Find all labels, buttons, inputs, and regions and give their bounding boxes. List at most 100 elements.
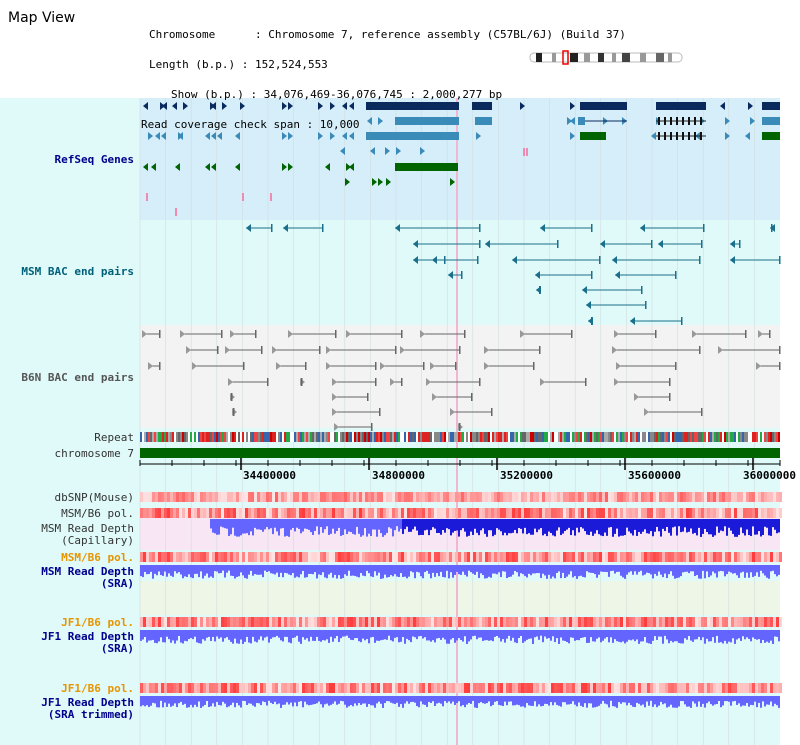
heat-cell <box>575 508 578 518</box>
track-label-jf1-b6-pol-2[interactable]: JF1/B6 pol. <box>61 682 134 695</box>
read-depth-bar <box>658 630 660 637</box>
heat-cell <box>488 508 491 518</box>
heat-cell <box>716 552 719 562</box>
heat-cell <box>485 508 488 518</box>
heat-cell <box>287 552 290 562</box>
read-depth-bar <box>384 519 386 536</box>
bac-end-arrow <box>390 378 395 386</box>
read-depth-bar <box>294 565 296 578</box>
read-depth-bar <box>658 519 660 532</box>
heat-cell <box>230 492 233 502</box>
heat-cell <box>311 683 314 693</box>
bac-end-mark <box>401 330 403 338</box>
heat-cell <box>743 552 746 562</box>
heat-cell <box>536 617 539 627</box>
heat-cell <box>188 552 191 562</box>
bac-end-arrow <box>272 346 277 354</box>
read-depth-bar <box>212 630 214 637</box>
heat-cell <box>167 508 170 518</box>
track-label-msm-depth-capillary[interactable]: MSM Read Depth (Capillary) <box>41 523 134 547</box>
read-depth-bar <box>542 565 544 574</box>
heat-cell <box>647 552 650 562</box>
gene-strand-arrow <box>345 178 350 186</box>
repeat-element <box>276 432 278 442</box>
read-depth-bar <box>526 630 528 640</box>
heat-cell <box>206 683 209 693</box>
heat-cell <box>596 492 599 502</box>
repeat-element <box>402 432 404 442</box>
track-label-msm-depth-sra[interactable]: MSM Read Depth (SRA) <box>41 566 134 590</box>
read-depth-bar <box>328 565 330 575</box>
read-depth-bar <box>450 519 452 536</box>
repeat-element <box>284 432 286 442</box>
heat-cell <box>269 508 272 518</box>
read-depth-bar <box>588 630 590 643</box>
read-depth-bar <box>160 565 162 576</box>
bac-end-arrow <box>276 362 281 370</box>
track-label-msm-b6-pol-2[interactable]: MSM/B6 pol. <box>61 551 134 564</box>
read-depth-bar <box>224 565 226 578</box>
heat-cell <box>686 617 689 627</box>
heat-cell <box>542 552 545 562</box>
track-label-chromosome[interactable]: chromosome 7 <box>54 447 134 460</box>
read-depth-bar <box>676 519 678 536</box>
heat-cell <box>533 617 536 627</box>
read-depth-bar <box>388 630 390 636</box>
track-label-repeat[interactable]: Repeat <box>94 431 134 444</box>
track-label-msm-b6-pol[interactable]: MSM/B6 pol. <box>61 507 134 520</box>
track-label-msm-bac[interactable]: MSM BAC end pairs <box>21 265 134 278</box>
track-label-b6n-bac[interactable]: B6N BAC end pairs <box>21 371 134 384</box>
read-depth-bar <box>292 519 294 528</box>
heat-cell <box>260 617 263 627</box>
read-depth-bar <box>722 565 724 572</box>
repeat-element <box>294 432 296 442</box>
read-depth-bar <box>598 696 600 706</box>
heat-cell <box>455 683 458 693</box>
heat-cell <box>569 492 572 502</box>
heat-cell <box>743 617 746 627</box>
heat-cell <box>602 552 605 562</box>
heat-cell <box>719 552 722 562</box>
heat-cell <box>338 683 341 693</box>
read-depth-bar <box>250 696 252 704</box>
heat-cell <box>578 617 581 627</box>
track-label-refseq[interactable]: RefSeq Genes <box>54 153 134 166</box>
track-label-jf1-b6-pol[interactable]: JF1/B6 pol. <box>61 616 134 629</box>
read-depth-bar <box>654 565 656 574</box>
repeat-element <box>208 432 210 442</box>
repeat-element <box>540 432 542 442</box>
read-depth-bar <box>406 565 408 579</box>
read-depth-bar <box>582 630 584 638</box>
heat-cell <box>566 617 569 627</box>
bac-end-mark <box>539 286 541 294</box>
repeat-element <box>286 432 288 442</box>
read-depth-bar <box>568 565 570 575</box>
repeat-element <box>472 432 474 442</box>
track-label-jf1-depth-trimmed[interactable]: JF1 Read Depth (SRA trimmed) <box>41 697 134 721</box>
read-depth-bar <box>378 519 380 530</box>
read-depth-bar <box>318 696 320 702</box>
repeat-element <box>442 432 444 442</box>
heat-cell <box>389 552 392 562</box>
repeat-element <box>224 432 226 442</box>
read-depth-bar <box>246 630 248 637</box>
heat-cell <box>605 508 608 518</box>
read-depth-bar <box>518 630 520 639</box>
heat-cell <box>596 552 599 562</box>
heat-cell <box>404 683 407 693</box>
read-depth-bar <box>316 630 318 637</box>
track-label-jf1-depth-sra[interactable]: JF1 Read Depth (SRA) <box>41 631 134 655</box>
gene-strand-arrow <box>282 132 287 140</box>
read-depth-bar <box>214 696 216 707</box>
read-depth-bar <box>742 630 744 637</box>
read-depth-bar <box>706 696 708 704</box>
repeat-element <box>356 432 358 442</box>
read-depth-bar <box>402 565 404 577</box>
track-label-dbsnp[interactable]: dbSNP(Mouse) <box>54 491 134 504</box>
heat-cell <box>395 683 398 693</box>
read-depth-bar <box>586 696 588 708</box>
repeat-element <box>220 432 222 442</box>
heat-cell <box>512 683 515 693</box>
read-depth-bar <box>664 630 666 636</box>
b6n-band <box>140 325 780 428</box>
